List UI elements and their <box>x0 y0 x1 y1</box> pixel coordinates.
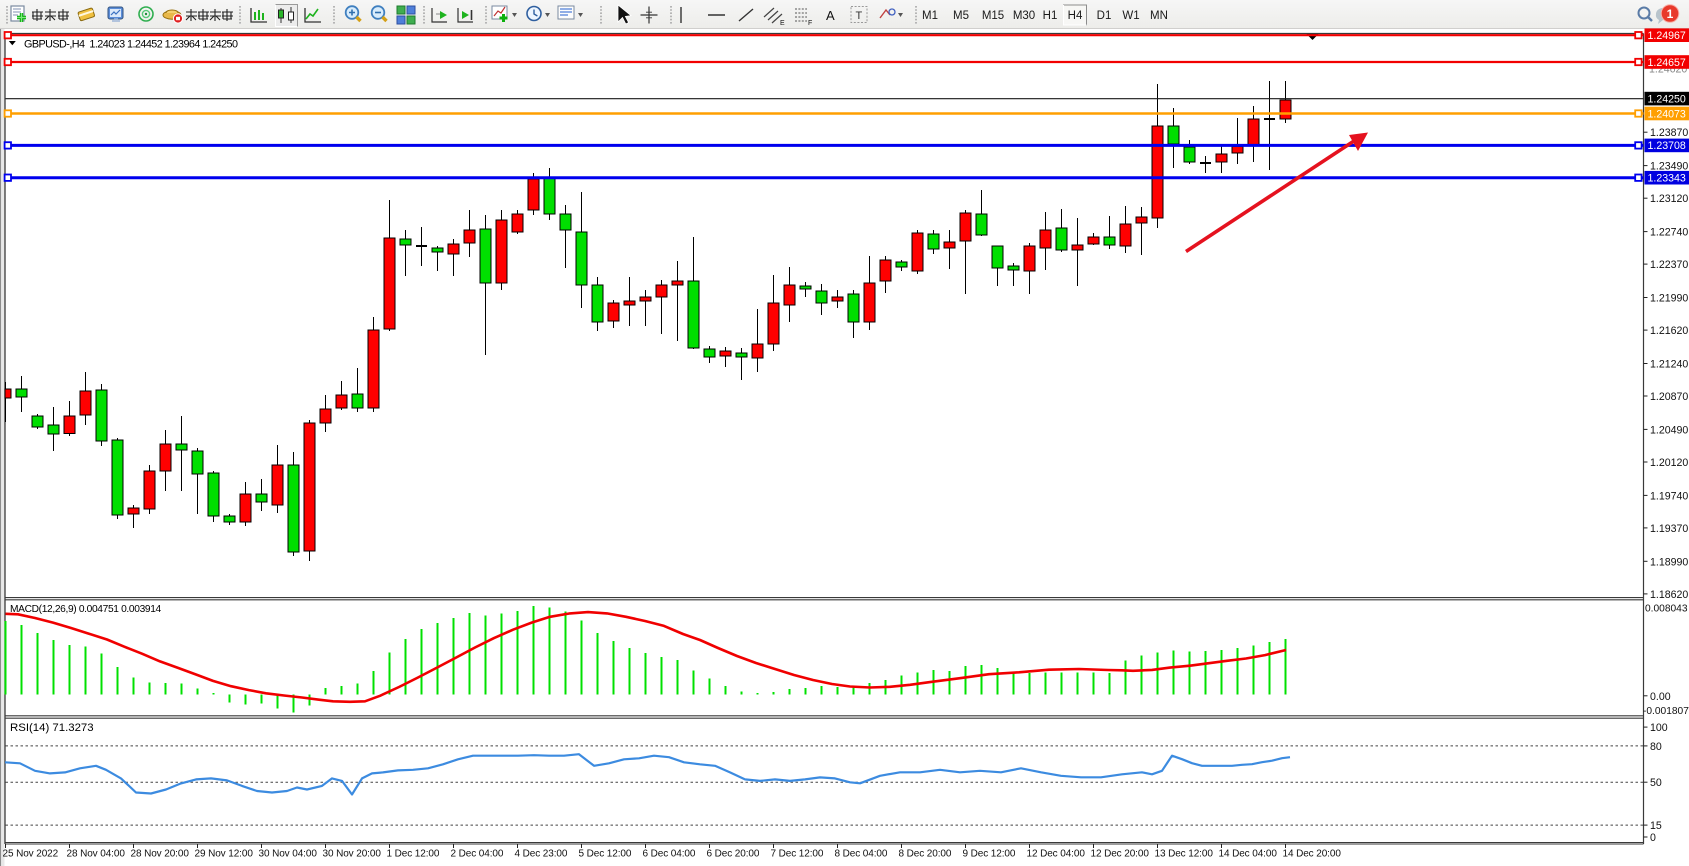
svg-text:1.18990: 1.18990 <box>1650 556 1688 568</box>
svg-text:9 Dec 12:00: 9 Dec 12:00 <box>963 849 1016 860</box>
svg-text:1.23120: 1.23120 <box>1650 193 1688 205</box>
svg-text:M5: M5 <box>953 10 969 22</box>
svg-text:1.21240: 1.21240 <box>1650 359 1688 371</box>
svg-text:50: 50 <box>1650 777 1662 789</box>
svg-text:1.23490: 1.23490 <box>1650 161 1688 173</box>
svg-text:100: 100 <box>1650 722 1668 734</box>
svg-text:0.00: 0.00 <box>1650 691 1671 703</box>
svg-text:15: 15 <box>1650 820 1662 832</box>
svg-text:5 Dec 12:00: 5 Dec 12:00 <box>579 849 632 860</box>
svg-text:30 Nov 04:00: 30 Nov 04:00 <box>259 849 318 860</box>
svg-text:1.22740: 1.22740 <box>1650 227 1688 239</box>
svg-text:F: F <box>808 20 812 27</box>
svg-text:1.22370: 1.22370 <box>1650 259 1688 271</box>
svg-text:A: A <box>826 8 835 23</box>
svg-text:8 Dec 04:00: 8 Dec 04:00 <box>835 849 888 860</box>
svg-text:1.20870: 1.20870 <box>1650 391 1688 403</box>
svg-text:29 Nov 12:00: 29 Nov 12:00 <box>195 849 254 860</box>
svg-text:1.24657: 1.24657 <box>1648 57 1686 69</box>
svg-text:14 Dec 20:00: 14 Dec 20:00 <box>1283 849 1342 860</box>
svg-text:1.24967: 1.24967 <box>1648 30 1686 42</box>
svg-text:M30: M30 <box>1013 10 1035 22</box>
svg-text:12 Dec 20:00: 12 Dec 20:00 <box>1091 849 1150 860</box>
svg-text:0.008043: 0.008043 <box>1645 604 1688 615</box>
svg-text:12 Dec 04:00: 12 Dec 04:00 <box>1027 849 1086 860</box>
svg-text:H4: H4 <box>1068 10 1083 22</box>
svg-text:14 Dec 04:00: 14 Dec 04:00 <box>1219 849 1278 860</box>
svg-text:-0.001807: -0.001807 <box>1643 706 1689 717</box>
svg-text:1.18620: 1.18620 <box>1650 589 1688 601</box>
svg-text:GBPUSD-,H4 1.24023 1.24452 1.: GBPUSD-,H4 1.24023 1.24452 1.23964 1.242… <box>24 39 238 51</box>
svg-text:6 Dec 20:00: 6 Dec 20:00 <box>707 849 760 860</box>
svg-text:0: 0 <box>1650 832 1656 844</box>
svg-text:MN: MN <box>1150 10 1168 22</box>
svg-text:T: T <box>856 10 863 22</box>
svg-text:1.21620: 1.21620 <box>1650 325 1688 337</box>
svg-text:8 Dec 20:00: 8 Dec 20:00 <box>899 849 952 860</box>
svg-text:1.20120: 1.20120 <box>1650 457 1688 469</box>
svg-text:1 Dec 12:00: 1 Dec 12:00 <box>387 849 440 860</box>
svg-text:1.23343: 1.23343 <box>1648 173 1686 185</box>
svg-text:D1: D1 <box>1097 10 1112 22</box>
svg-text:6 Dec 04:00: 6 Dec 04:00 <box>643 849 696 860</box>
svg-text:M1: M1 <box>922 10 938 22</box>
svg-text:RSI(14) 71.3273: RSI(14) 71.3273 <box>10 722 94 734</box>
svg-text:1.21990: 1.21990 <box>1650 293 1688 305</box>
svg-text:1.23870: 1.23870 <box>1650 127 1688 139</box>
svg-text:80: 80 <box>1650 741 1662 753</box>
svg-text:H1: H1 <box>1043 10 1058 22</box>
svg-text:1.20490: 1.20490 <box>1650 424 1688 436</box>
svg-text:1: 1 <box>1667 7 1674 21</box>
svg-text:4 Dec 23:00: 4 Dec 23:00 <box>515 849 568 860</box>
svg-text:1.19740: 1.19740 <box>1650 490 1688 502</box>
svg-text:1.24250: 1.24250 <box>1648 93 1686 105</box>
svg-text:1.24073: 1.24073 <box>1648 108 1686 120</box>
svg-text:E: E <box>780 20 785 27</box>
svg-text:M15: M15 <box>982 10 1004 22</box>
svg-text:2 Dec 04:00: 2 Dec 04:00 <box>451 849 504 860</box>
svg-text:30 Nov 20:00: 30 Nov 20:00 <box>323 849 382 860</box>
svg-text:W1: W1 <box>1122 10 1139 22</box>
svg-text:7 Dec 12:00: 7 Dec 12:00 <box>771 849 824 860</box>
svg-text:MACD(12,26,9) 0.004751 0.00391: MACD(12,26,9) 0.004751 0.003914 <box>10 604 162 615</box>
svg-text:28 Nov 04:00: 28 Nov 04:00 <box>67 849 126 860</box>
svg-text:13 Dec 12:00: 13 Dec 12:00 <box>1155 849 1214 860</box>
svg-text:1.19370: 1.19370 <box>1650 523 1688 535</box>
svg-text:1.23708: 1.23708 <box>1648 140 1686 152</box>
svg-text:28 Nov 20:00: 28 Nov 20:00 <box>131 849 190 860</box>
svg-text:25 Nov 2022: 25 Nov 2022 <box>3 849 59 860</box>
